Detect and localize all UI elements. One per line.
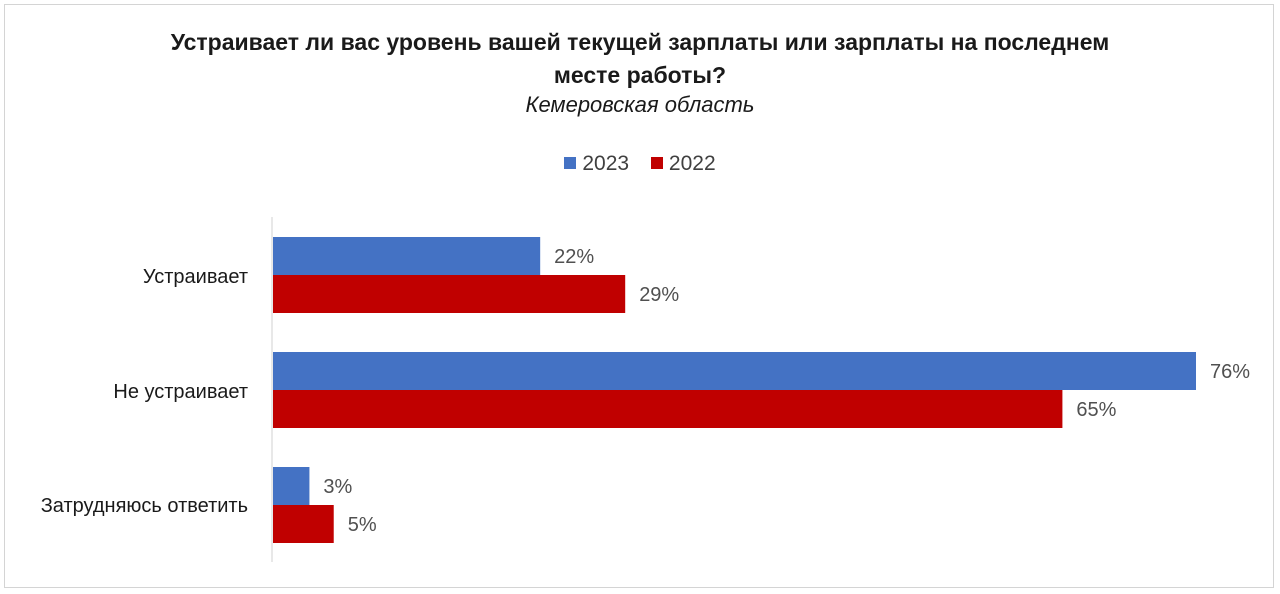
legend-item-2022: 2022: [650, 152, 716, 176]
bars-group: Устраивает 22% 29% Не устраивает 76% 65% Затру…: [41, 237, 1250, 543]
data-label-satisfied-2022: 29%: [639, 284, 679, 306]
bar-not-satisfied-2023: [273, 352, 1196, 390]
bar-satisfied-2022: [273, 275, 626, 313]
bar-hard-to-say-2022: [273, 505, 334, 543]
chart-frame: [4, 4, 1274, 588]
bar-hard-to-say-2023: [273, 467, 310, 505]
legend-item-2023: 2023: [564, 152, 629, 176]
chart-title-text: Устраивает ли вас уровень вашей текущей …: [170, 29, 1110, 88]
data-label-not-satisfied-2023: 76%: [1210, 361, 1250, 383]
chart-title: Устраивает ли вас уровень вашей текущей …: [0, 26, 1280, 92]
data-label-not-satisfied-2022: 65%: [1076, 399, 1116, 421]
bar-not-satisfied-2022: [273, 390, 1063, 428]
bar-satisfied-2023: [273, 237, 541, 275]
data-label-satisfied-2023: 22%: [554, 246, 594, 268]
data-label-hard-to-say-2022: 5%: [348, 514, 377, 536]
legend-swatch-2023: [564, 157, 577, 169]
legend-label-2023: 2023: [582, 152, 630, 175]
category-label-not-satisfied: Не устраивает: [113, 381, 248, 403]
chart-legend: 2023 2022: [0, 152, 1280, 176]
category-label-hard-to-say: Затрудняюсь ответить: [41, 495, 248, 517]
category-label-satisfied: Устраивает: [143, 266, 248, 288]
data-label-hard-to-say-2023: 3%: [323, 476, 352, 498]
legend-swatch-2022: [650, 157, 663, 169]
chart-subtitle: Кемеровская область: [525, 92, 755, 117]
legend-label-2022: 2022: [668, 152, 716, 175]
